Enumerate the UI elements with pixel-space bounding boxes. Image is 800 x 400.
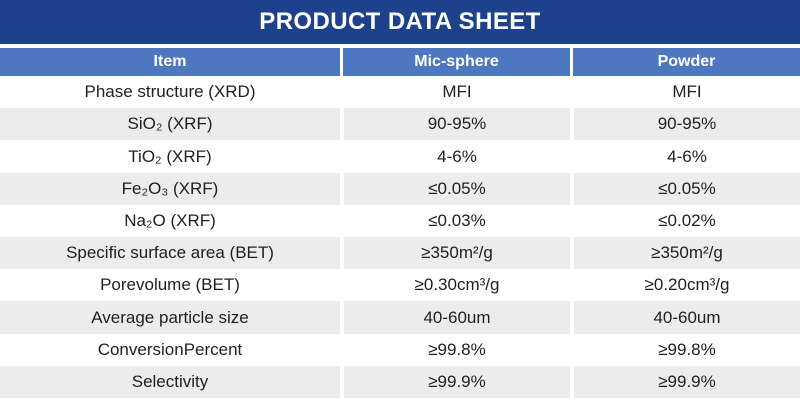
powder-cell: ≥99.9% [570,365,800,399]
mic-sphere-cell: 90-95% [340,108,570,141]
powder-cell: ≤0.02% [570,204,800,238]
item-cell: ConversionPercent [0,333,340,366]
mic-sphere-cell: ≤0.03% [340,204,570,238]
powder-cell: 90-95% [570,108,800,141]
table-body: Phase structure (XRD) MFI MFI SiO₂ (XRF)… [0,76,800,399]
table-row: Fe₂O₃ (XRF) ≤0.05% ≤0.05% [0,172,800,205]
powder-cell: ≥0.20cm³/g [570,269,800,302]
item-cell: Average particle size [0,301,340,334]
item-cell: Phase structure (XRD) [0,76,340,109]
item-cell: TiO₂ (XRF) [0,140,340,173]
powder-cell: ≤0.05% [570,172,800,205]
powder-cell: 4-6% [570,140,800,173]
mic-sphere-cell: MFI [340,76,570,109]
page-title: PRODUCT DATA SHEET [259,8,541,35]
powder-cell: ≥350m²/g [570,237,800,270]
title-divider [0,44,800,48]
mic-sphere-cell: ≥0.30cm³/g [340,269,570,302]
column-header-powder: Powder [570,48,800,76]
table-row: ConversionPercent ≥99.8% ≥99.8% [0,333,800,366]
mic-sphere-cell: ≥350m²/g [340,237,570,270]
item-cell: SiO₂ (XRF) [0,108,340,141]
mic-sphere-cell: ≤0.05% [340,172,570,205]
table-row: Average particle size 40-60um 40-60um [0,301,800,334]
mic-sphere-cell: 40-60um [340,301,570,334]
table-row: Phase structure (XRD) MFI MFI [0,76,800,109]
column-header-item: Item [0,48,340,76]
table-row: Selectivity ≥99.9% ≥99.9% [0,365,800,399]
table-row: Porevolume (BET) ≥0.30cm³/g ≥0.20cm³/g [0,269,800,302]
powder-cell: 40-60um [570,301,800,334]
item-cell: Porevolume (BET) [0,269,340,302]
item-cell: Fe₂O₃ (XRF) [0,172,340,205]
mic-sphere-cell: ≥99.9% [340,365,570,399]
item-cell: Na₂O (XRF) [0,204,340,238]
table-header-row: Item Mic-sphere Powder [0,48,800,76]
item-cell: Selectivity [0,365,340,399]
table-row: TiO₂ (XRF) 4-6% 4-6% [0,140,800,173]
powder-cell: MFI [570,76,800,109]
title-bar: PRODUCT DATA SHEET [0,0,800,44]
table-row: Specific surface area (BET) ≥350m²/g ≥35… [0,237,800,270]
table-row: Na₂O (XRF) ≤0.03% ≤0.02% [0,204,800,238]
item-cell: Specific surface area (BET) [0,237,340,270]
column-header-mic-sphere: Mic-sphere [340,48,570,76]
mic-sphere-cell: 4-6% [340,140,570,173]
mic-sphere-cell: ≥99.8% [340,333,570,366]
powder-cell: ≥99.8% [570,333,800,366]
table-row: SiO₂ (XRF) 90-95% 90-95% [0,108,800,141]
